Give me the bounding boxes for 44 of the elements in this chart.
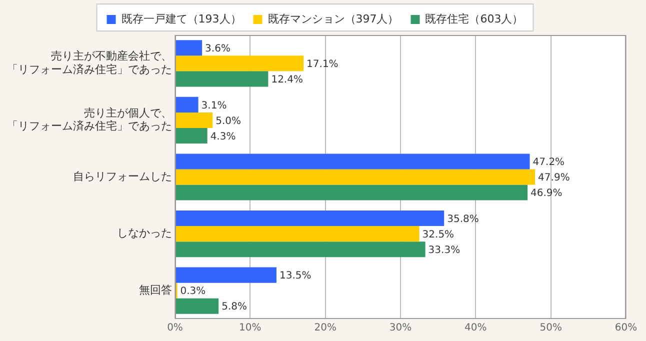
bar: [176, 226, 420, 242]
bar: [176, 56, 304, 72]
bar: [176, 184, 528, 200]
data-label: 33.3%: [428, 244, 460, 256]
bar: [176, 40, 202, 56]
y-tick-label: 売り主が不動産会社で、「リフォーム済み住宅」であった: [7, 50, 172, 76]
legend-label: 既存マンション（397人）: [268, 12, 399, 26]
x-tick-label: 40%: [464, 322, 487, 334]
data-label: 47.2%: [532, 157, 565, 168]
data-label: 5.0%: [216, 116, 241, 127]
bar: [176, 169, 536, 185]
x-tick-label: 0%: [167, 322, 183, 334]
y-tick-label: 自らリフォームした: [73, 170, 172, 183]
data-label: 3.6%: [205, 43, 230, 54]
bar: [176, 267, 276, 283]
y-tick-label: 売り主が個人で、「リフォーム済み住宅」であった: [7, 106, 172, 133]
data-label: 47.9%: [538, 172, 570, 184]
data-label: 46.9%: [530, 188, 562, 200]
x-tick-label: 10%: [239, 322, 262, 334]
x-tick-label: 60%: [614, 322, 638, 334]
data-label: 17.1%: [306, 58, 338, 70]
data-label: 35.8%: [447, 214, 479, 225]
bar: [176, 71, 268, 87]
x-tick-label: 30%: [389, 322, 412, 334]
y-tick-label: しなかった: [117, 226, 172, 240]
bar: [176, 112, 213, 128]
x-tick-label: 50%: [540, 322, 562, 334]
x-tick-label: 20%: [314, 322, 336, 334]
bar: [176, 210, 444, 226]
bar: [176, 242, 426, 258]
data-label: 13.5%: [279, 270, 312, 282]
bar: [176, 96, 198, 112]
y-tick-label: 無回答: [139, 283, 172, 296]
bar: [176, 154, 530, 170]
bar: [176, 128, 208, 144]
data-label: 0.3%: [180, 286, 206, 298]
legend-label: 既存一戸建て（193人）: [121, 12, 242, 26]
legend-label: 既存住宅（603人）: [425, 12, 524, 26]
data-label: 3.1%: [201, 100, 227, 112]
data-label: 5.8%: [222, 302, 248, 313]
bar: [176, 298, 219, 314]
data-label: 4.3%: [210, 131, 236, 142]
data-label: 32.5%: [422, 229, 454, 240]
data-label: 12.4%: [271, 74, 303, 86]
